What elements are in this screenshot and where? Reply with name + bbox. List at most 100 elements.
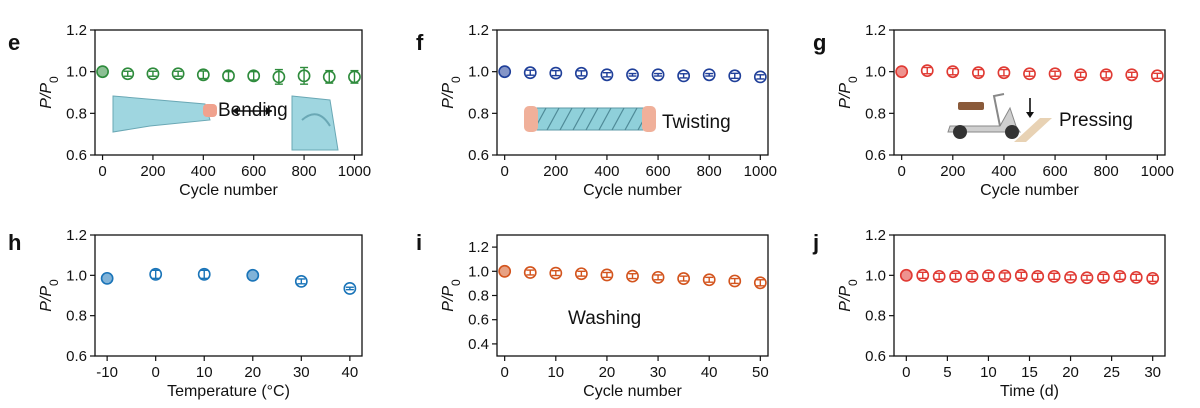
y-tick-label: 0.6	[66, 348, 87, 365]
twisting-stripe-6	[611, 107, 625, 131]
axes-frame	[94, 29, 363, 156]
panel-e: e 0.6 0.8 1.0 1.2 0 200 400 600 800 1000 Cycle numb…	[8, 22, 371, 199]
x-tick-label: 20	[1062, 364, 1079, 381]
panel-label: h	[8, 230, 21, 255]
data-point	[753, 70, 767, 84]
data-point	[1125, 68, 1139, 82]
data-point	[146, 67, 160, 81]
data-point	[96, 65, 109, 79]
data-point	[949, 269, 962, 283]
data-point	[1064, 270, 1077, 284]
x-tick-label: 0	[500, 163, 508, 180]
data-point	[626, 269, 639, 283]
x-tick-label: 0	[500, 364, 508, 381]
x-tick-label: 200	[940, 163, 965, 180]
x-tick-label: 50	[752, 364, 769, 381]
x-axis-label: Cycle number	[980, 182, 1079, 199]
x-tick-label: 200	[543, 163, 568, 180]
data-point	[149, 267, 163, 281]
data-point	[600, 68, 614, 82]
x-tick-label: 400	[594, 163, 619, 180]
x-tick-label: 0	[152, 364, 160, 381]
data-point	[348, 70, 361, 84]
data-point	[677, 272, 691, 285]
x-tick-label: 600	[646, 163, 671, 180]
bending-arm-right-icon	[291, 95, 339, 151]
twisting-stripe-5	[598, 107, 612, 131]
scooter-seat-icon	[958, 102, 984, 110]
axes-frame	[893, 234, 1166, 357]
twisting-stripe-1	[546, 107, 560, 131]
data-point	[1048, 67, 1062, 81]
data-point	[272, 70, 286, 84]
data-point	[322, 70, 336, 84]
y-axis-label: P/P0	[440, 76, 463, 109]
y-tick-label: 1.0	[468, 64, 489, 81]
x-axis-label: Temperature (°C)	[167, 383, 290, 400]
data-point	[982, 269, 995, 283]
twisting-hand-left-icon	[524, 106, 538, 132]
x-tick-label: 600	[241, 163, 266, 180]
data-point	[1113, 269, 1127, 283]
x-tick-label: 5	[943, 364, 951, 381]
x-tick-label: 20	[244, 364, 261, 381]
x-tick-label: 20	[599, 364, 616, 381]
panel-h: h 0.6 0.8 1.0 1.2 -10 0 10 20 30 40 Temperature (°C…	[8, 227, 363, 400]
data-point	[171, 67, 185, 81]
data-point	[574, 267, 588, 281]
data-point	[100, 271, 114, 285]
y-tick-label: 0.8	[468, 288, 489, 305]
x-tick-label: 400	[991, 163, 1016, 180]
data-point	[523, 266, 537, 279]
y-tick-label: 0.4	[468, 336, 489, 353]
x-axis-label: Time (d)	[1000, 383, 1059, 400]
data-point	[728, 274, 742, 288]
data-point	[728, 69, 742, 83]
x-tick-label: -10	[96, 364, 118, 381]
data-point	[1080, 271, 1094, 285]
x-tick-label: 40	[342, 364, 359, 381]
pressing-mat-icon	[1014, 118, 1052, 142]
x-axis-label: Cycle number	[583, 182, 682, 199]
data-point	[549, 66, 563, 80]
y-tick-label: 1.2	[468, 22, 489, 39]
y-tick-label: 0.8	[865, 105, 886, 122]
panel-label: g	[813, 30, 826, 55]
y-tick-label: 1.2	[66, 22, 87, 39]
data-point	[932, 269, 946, 283]
pressing-arrowhead-icon	[1026, 112, 1034, 118]
scooter-wheel-front-icon	[1005, 125, 1019, 139]
data-point	[920, 64, 934, 78]
data-point	[498, 65, 512, 79]
x-axis-label: Cycle number	[179, 182, 278, 199]
data-point	[946, 65, 960, 79]
data-point	[702, 68, 716, 82]
data-point	[916, 268, 930, 282]
data-point	[1074, 68, 1088, 82]
y-tick-label: 1.0	[865, 64, 886, 81]
data-point	[895, 65, 909, 79]
data-point	[294, 274, 308, 288]
annotation-label: Washing	[568, 308, 641, 329]
data-point	[600, 268, 614, 282]
x-tick-label: 30	[1144, 364, 1161, 381]
x-tick-label: 15	[1021, 364, 1038, 381]
y-axis-label: P/P0	[837, 76, 860, 109]
y-axis-label: P/P0	[38, 76, 61, 109]
y-tick-label: 0.8	[468, 105, 489, 122]
data-point	[343, 282, 357, 295]
panel-label: j	[812, 230, 819, 255]
data-point	[1047, 269, 1061, 283]
y-axis-label: P/P0	[38, 279, 61, 312]
y-axis-label: P/P0	[837, 279, 860, 312]
y-tick-label: 0.6	[468, 312, 489, 329]
x-tick-label: 30	[650, 364, 667, 381]
y-tick-label: 0.6	[865, 348, 886, 365]
axes-frame	[94, 234, 363, 357]
x-tick-label: 800	[697, 163, 722, 180]
twisting-stripe-2	[559, 107, 573, 131]
panel-f: f 0.6 0.8 1.0 1.2 0 200 400 600 800 1000 Cycle numb…	[416, 22, 777, 199]
axes-frame	[893, 29, 1166, 156]
x-tick-label: 800	[292, 163, 317, 180]
